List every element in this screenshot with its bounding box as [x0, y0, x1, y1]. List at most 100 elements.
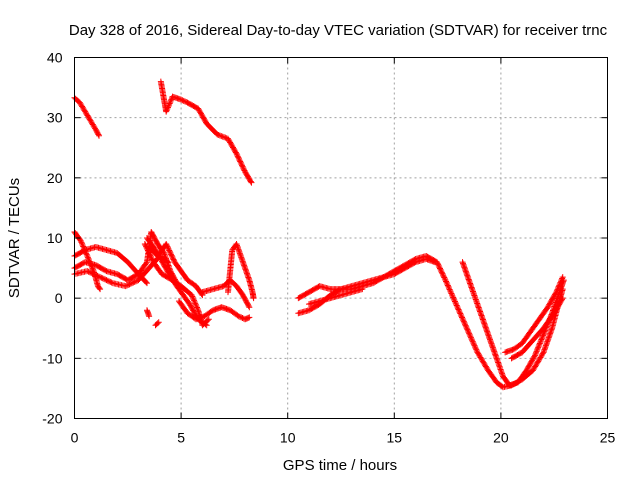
- data-point: [411, 256, 418, 263]
- data-point: [472, 343, 479, 350]
- data-point: [438, 269, 445, 276]
- data-point: [559, 295, 566, 302]
- data-point: [190, 307, 197, 314]
- data-point: [531, 353, 538, 360]
- data-point: [146, 251, 153, 258]
- data-point: [200, 115, 207, 122]
- data-point: [454, 303, 461, 310]
- x-tick-label: 0: [71, 430, 79, 446]
- data-point: [164, 105, 171, 112]
- data-point: [215, 132, 222, 139]
- data-point: [529, 356, 536, 363]
- data-point: [166, 270, 173, 277]
- data-point: [557, 279, 564, 286]
- data-point: [186, 301, 193, 308]
- data-point: [78, 239, 85, 246]
- data-point: [456, 307, 463, 314]
- data-point: [530, 354, 537, 361]
- data-point: [240, 164, 247, 171]
- data-point: [435, 261, 442, 268]
- data-point: [552, 307, 559, 314]
- x-axis-label: GPS time / hours: [283, 457, 397, 474]
- data-point: [161, 263, 168, 270]
- chart-title: Day 328 of 2016, Sidereal Day-to-day VTE…: [69, 22, 608, 39]
- data-point: [536, 340, 543, 347]
- data-point: [556, 300, 563, 307]
- data-point: [229, 144, 236, 151]
- data-point: [433, 259, 440, 266]
- series-track-19: [502, 274, 566, 356]
- data-point: [446, 285, 453, 292]
- series-track-1: [71, 94, 103, 139]
- data-point: [125, 281, 132, 288]
- data-point: [559, 275, 566, 282]
- data-point: [460, 317, 467, 324]
- data-point: [232, 148, 239, 155]
- data-point: [454, 305, 461, 312]
- data-point: [77, 238, 84, 245]
- data-point: [552, 290, 559, 297]
- data-point: [446, 286, 453, 293]
- data-point: [168, 251, 175, 258]
- data-point: [158, 258, 165, 265]
- data-point: [164, 268, 171, 275]
- data-point: [97, 286, 104, 293]
- data-point: [164, 104, 171, 111]
- data-point: [163, 265, 170, 272]
- data-point: [452, 299, 459, 306]
- data-point: [142, 242, 149, 249]
- data-point: [180, 97, 187, 104]
- data-point: [547, 299, 554, 306]
- data-point: [250, 295, 257, 302]
- data-point: [453, 302, 460, 309]
- data-point: [534, 347, 541, 354]
- data-point: [235, 154, 242, 161]
- data-point: [200, 114, 207, 121]
- data-point: [197, 109, 204, 116]
- data-point: [551, 310, 558, 317]
- data-point: [225, 136, 232, 143]
- data-point: [143, 279, 150, 286]
- y-tick-label: 20: [47, 170, 63, 186]
- data-point: [557, 278, 564, 285]
- data-point: [126, 281, 133, 288]
- data-point: [473, 347, 480, 354]
- data-point: [83, 251, 90, 258]
- data-point: [86, 269, 93, 276]
- data-point: [441, 274, 448, 281]
- data-point: [193, 304, 200, 311]
- data-point: [534, 345, 541, 352]
- data-point: [471, 342, 478, 349]
- data-point: [165, 244, 172, 251]
- data-point: [191, 309, 198, 316]
- data-point: [451, 297, 458, 304]
- data-point: [462, 322, 469, 329]
- data-point: [166, 248, 173, 255]
- data-point: [130, 279, 137, 286]
- data-point: [190, 296, 197, 303]
- data-point: [537, 339, 544, 346]
- data-point: [443, 278, 450, 285]
- y-tick-label: 40: [47, 50, 63, 66]
- data-point: [187, 302, 194, 309]
- data-point: [102, 276, 109, 283]
- data-point: [469, 338, 476, 345]
- data-point: [473, 346, 480, 353]
- data-point: [539, 333, 546, 340]
- x-tick-label: 5: [177, 430, 185, 446]
- data-point: [97, 274, 104, 281]
- data-point: [231, 147, 238, 154]
- data-point: [165, 246, 172, 253]
- data-point: [235, 313, 242, 320]
- data-point: [466, 330, 473, 337]
- data-point: [167, 273, 174, 280]
- data-point: [94, 272, 101, 279]
- data-point: [102, 267, 109, 274]
- data-point: [192, 301, 199, 308]
- data-point: [544, 304, 551, 311]
- data-point: [165, 259, 172, 266]
- data-point: [545, 302, 552, 309]
- data-point: [462, 321, 469, 328]
- data-point: [191, 297, 198, 304]
- data-point: [89, 270, 96, 277]
